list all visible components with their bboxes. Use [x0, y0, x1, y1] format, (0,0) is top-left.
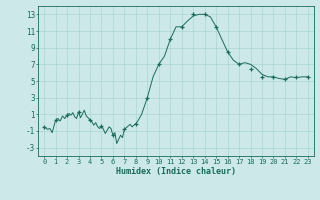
X-axis label: Humidex (Indice chaleur): Humidex (Indice chaleur) [116, 167, 236, 176]
